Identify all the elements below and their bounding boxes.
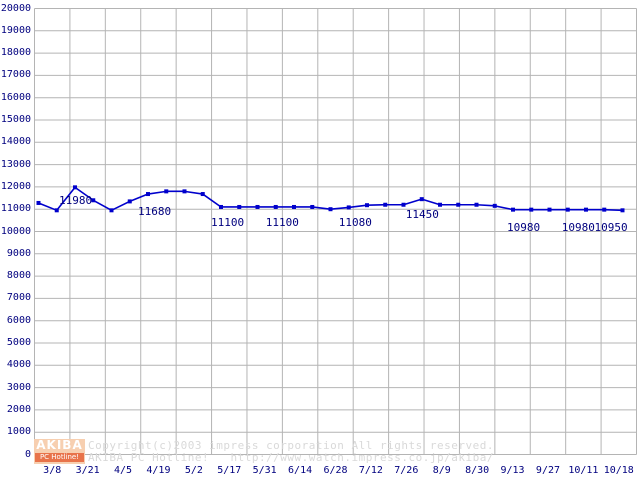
x-tick-6-28: 6/28 <box>323 465 348 476</box>
y-tick-12000: 12000 <box>0 180 31 192</box>
y-tick-5000: 5000 <box>6 337 31 348</box>
x-tick-4-5: 4/5 <box>113 465 133 476</box>
y-tick-8000: 8000 <box>6 270 31 282</box>
value-label-11080: 11080 <box>338 216 372 230</box>
x-tick-4-19: 4/19 <box>146 465 171 476</box>
value-label-10980: 10980 <box>561 220 595 234</box>
y-tick-18000: 18000 <box>0 47 31 59</box>
x-tick-9-27: 9/27 <box>535 465 561 476</box>
x-tick-3-8: 3/8 <box>43 465 62 476</box>
y-tick-11000: 11000 <box>0 203 31 215</box>
y-tick-10000: 10000 <box>0 225 31 237</box>
value-label-11100: 11100 <box>211 215 245 229</box>
value-label-10980: 10980 <box>507 220 541 234</box>
value-label-11100: 11100 <box>265 215 299 229</box>
x-tick-10-18: 10/18 <box>603 465 634 476</box>
y-tick-15000: 15000 <box>0 114 31 125</box>
value-label-11980: 11980 <box>59 194 93 208</box>
x-tick-7-26: 7/26 <box>394 465 419 476</box>
x-tick-9-13: 9/13 <box>500 465 525 476</box>
value-label-11680: 11680 <box>138 205 172 219</box>
y-tick-14000: 14000 <box>0 136 31 148</box>
y-tick-1000: 1000 <box>6 426 31 438</box>
x-tick-8-9: 8/9 <box>432 465 451 476</box>
x-tick-8-30: 8/30 <box>465 465 490 476</box>
value-label-11450: 11450 <box>405 208 439 222</box>
x-tick-5-17: 5/17 <box>217 465 242 476</box>
x-tick-7-12: 7/12 <box>358 465 383 476</box>
x-tick-6-14: 6/14 <box>288 465 313 476</box>
y-tick-4000: 4000 <box>6 359 31 371</box>
y-tick-3000: 3000 <box>6 381 31 393</box>
y-tick-0: 0 <box>24 448 31 460</box>
x-tick-10-11: 10/11 <box>568 465 599 476</box>
y-tick-16000: 16000 <box>0 91 31 103</box>
y-tick-6000: 6000 <box>6 314 31 326</box>
y-tick-19000: 19000 <box>0 24 31 36</box>
value-label-10950: 10950 <box>594 221 628 235</box>
x-tick-3-21: 3/21 <box>75 465 100 476</box>
y-tick-7000: 7000 <box>6 292 31 304</box>
y-tick-2000: 2000 <box>6 403 31 415</box>
y-tick-20000: 20000 <box>0 2 31 14</box>
y-tick-17000: 17000 <box>0 69 31 81</box>
x-tick-5-2: 5/2 <box>184 465 203 476</box>
y-tick-13000: 13000 <box>0 158 31 170</box>
x-tick-5-31: 5/31 <box>252 465 277 476</box>
y-tick-9000: 9000 <box>6 247 31 259</box>
